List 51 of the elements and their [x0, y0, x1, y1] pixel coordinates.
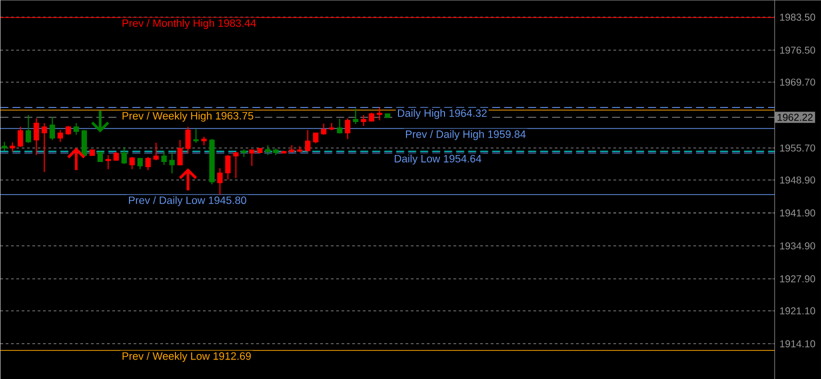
- y-tick-label: 1948.90: [780, 176, 816, 184]
- y-tick-label: 1914.10: [780, 340, 816, 348]
- y-tick-label: 1941.90: [780, 209, 816, 216]
- candlestick: [265, 144, 271, 156]
- candlestick: [185, 126, 191, 154]
- candlestick: [297, 145, 302, 153]
- candlestick: [121, 146, 127, 164]
- candlestick: [145, 156, 151, 171]
- candlestick: [352, 108, 358, 124]
- candlestick: [129, 156, 135, 170]
- candlestick: [320, 122, 326, 136]
- ref-line-label: Prev / Weekly Low 1912.69: [122, 352, 251, 362]
- candlestick: [376, 106, 382, 121]
- ref-line-label: Daily Low 1954.64: [394, 154, 482, 164]
- candlestick: [153, 142, 159, 161]
- candlestick: [161, 150, 167, 166]
- candlestick: [336, 118, 342, 134]
- candlestick: [305, 129, 310, 152]
- candlestick: [105, 154, 111, 170]
- y-tick-label: 1969.70: [780, 78, 816, 86]
- y-tick-label: 1983.50: [780, 14, 816, 21]
- ref-line-label: Prev / Daily High 1959.84: [406, 130, 526, 140]
- candlestick: [233, 151, 239, 179]
- y-tick-label: 1934.90: [780, 242, 816, 250]
- ref-line-label: Prev / Weekly High 1963.75: [122, 112, 254, 122]
- ref-line-label: Daily High 1964.32: [398, 108, 487, 119]
- candlestick: [26, 114, 32, 144]
- ref-line-label: Prev / Monthly High 1983.44: [122, 18, 256, 29]
- candlestick: [289, 144, 294, 153]
- ref-line-label: 1962.22: [778, 114, 813, 121]
- candlestick: [58, 129, 64, 142]
- candlestick: [74, 122, 79, 136]
- candlestick: [249, 148, 255, 166]
- candlestick: [42, 122, 48, 172]
- candlestick: [312, 132, 318, 144]
- candlestick: [177, 139, 183, 166]
- y-tick-label: 1955.70: [780, 144, 816, 152]
- y-tick-label: 1927.90: [780, 275, 816, 282]
- candlestick: [50, 116, 56, 140]
- y-tick-label: 1921.10: [780, 307, 816, 314]
- y-tick-label: 1976.50: [780, 46, 816, 54]
- candlestick: [10, 142, 16, 152]
- candlestick: [18, 126, 24, 148]
- candlestick: [360, 114, 366, 126]
- candlestick: [344, 118, 350, 140]
- candlestick: [225, 154, 231, 180]
- candlestick: [169, 151, 175, 174]
- candlestick: [193, 128, 199, 144]
- candlestick: [217, 168, 223, 195]
- candlestick: [34, 118, 40, 156]
- ref-line-label: Prev / Daily Low 1945.80: [129, 196, 246, 206]
